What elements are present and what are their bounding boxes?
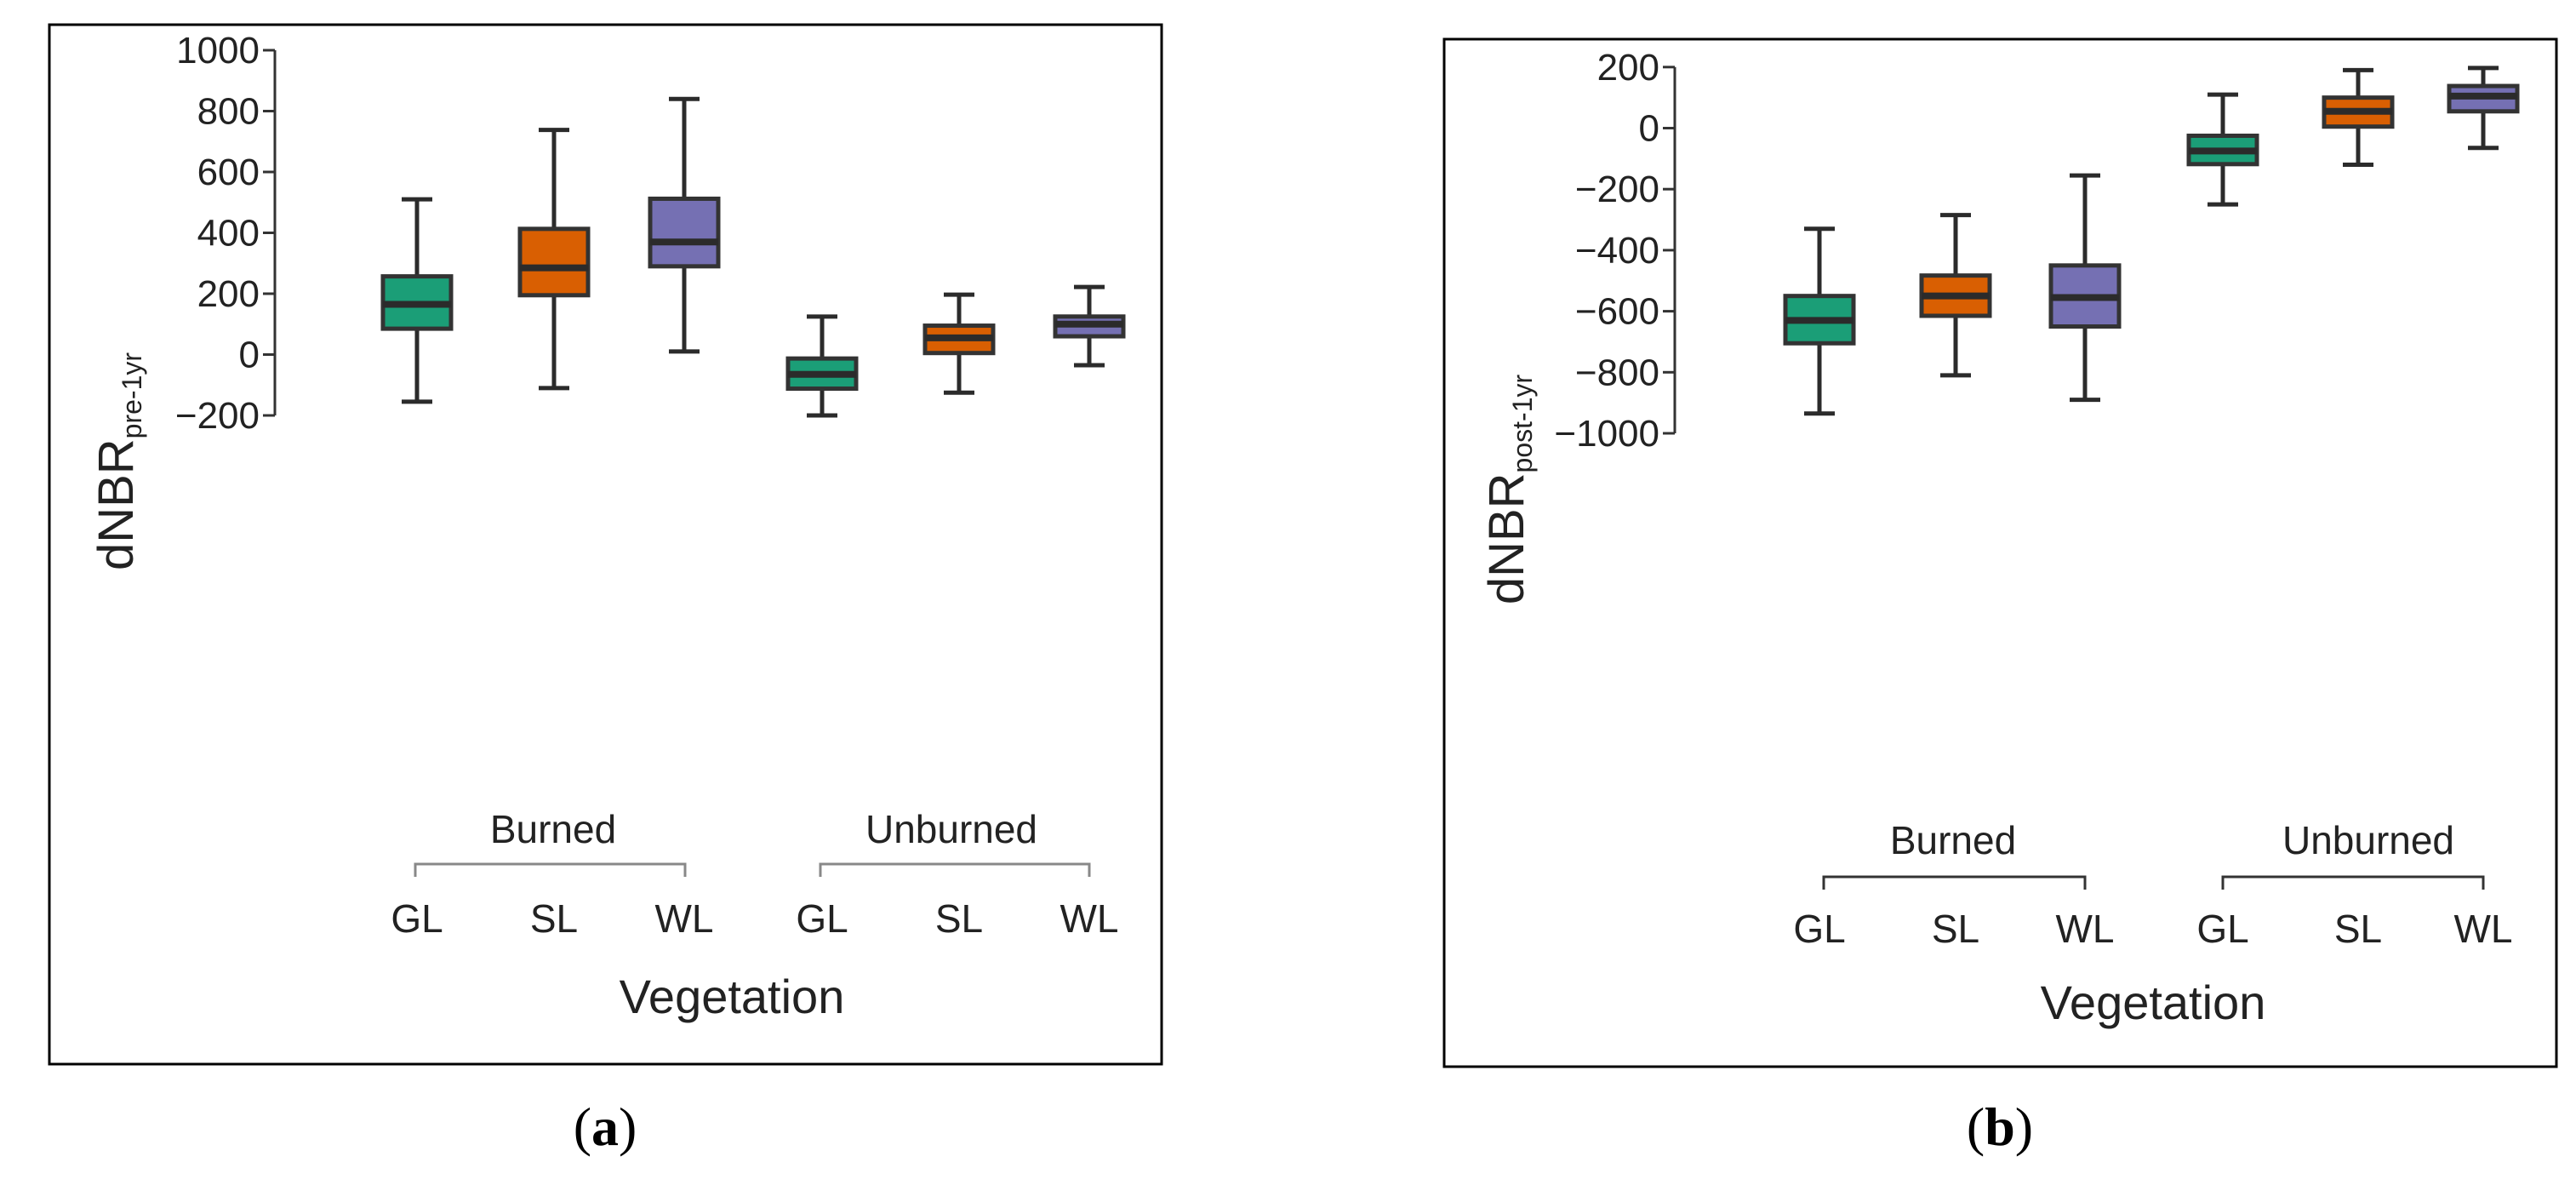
panel-b-category-label: SL — [2334, 907, 2382, 951]
panel-a-letter: (a) — [574, 1096, 637, 1157]
panel-a-y-tick-label: 800 — [197, 91, 260, 133]
panel-a-bracket-burned — [414, 862, 687, 877]
panel-b-category-label: GL — [2196, 907, 2248, 951]
panel-a-box-unburned-gl — [785, 314, 859, 418]
iqr-box — [648, 196, 721, 269]
panel-b: dNBRpost-1yr Burned Unburned Vegetation … — [1479, 47, 2520, 1029]
panel-a-category-label: SL — [935, 896, 983, 941]
panel-a-category-label: WL — [1060, 896, 1119, 941]
panel-a-category-label: SL — [530, 896, 578, 941]
iqr-box — [517, 226, 591, 298]
panel-a-group-unburned: Unburned — [865, 807, 1037, 851]
panel-a-y-tick-label: 600 — [197, 152, 260, 193]
panel-b-category-label: SL — [1932, 907, 1979, 951]
panel-a-y-tick-label: 0 — [239, 335, 260, 376]
panel-b-y-tick-label: −800 — [1575, 352, 1659, 393]
panel-b-box-unburned-gl — [2186, 92, 2259, 207]
panel-b-y-tick-label: −1000 — [1554, 413, 1659, 455]
panel-b-bracket-unburned — [2221, 875, 2485, 890]
panel-b-bracket-burned — [1822, 875, 2087, 890]
panel-b-box-burned-gl — [1783, 226, 1856, 416]
panel-b-xlabel: Vegetation — [2041, 976, 2266, 1029]
panel-b-box-unburned-sl — [2322, 67, 2395, 168]
panel-a-ylabel: dNBRpre-1yr — [89, 352, 147, 570]
panel-a-frame — [48, 23, 1163, 1066]
panel-a-group-burned: Burned — [490, 807, 616, 851]
panel-b-y-tick-label: 0 — [1639, 108, 1659, 150]
panel-a-y-tick-label: −200 — [175, 395, 260, 437]
panel-b-y-tick-label: −600 — [1575, 291, 1659, 333]
panel-b-box-unburned-wl — [2447, 66, 2520, 151]
panel-b-y-tick-label: −200 — [1575, 169, 1659, 210]
panel-b-box-burned-sl — [1919, 213, 1992, 378]
panel-b-category-label: WL — [2454, 907, 2513, 951]
panel-a-y-tick-label: 400 — [197, 213, 260, 255]
panel-b-group-unburned: Unburned — [2282, 818, 2454, 862]
panel-b-y-tick-label: 200 — [1597, 47, 1659, 89]
panel-a-box-burned-sl — [517, 128, 591, 391]
panel-a-y-tick-label: 200 — [197, 273, 260, 315]
panel-a-category-label: GL — [796, 896, 848, 941]
panel-b-box-burned-wl — [2048, 173, 2122, 403]
panel-b-category-label: GL — [1793, 907, 1845, 951]
panel-b-group-burned: Burned — [1890, 818, 2016, 862]
panel-b-letter: (b) — [1967, 1096, 2033, 1157]
panel-a-bracket-unburned — [819, 862, 1091, 877]
panel-a-y-tick-label: 1000 — [176, 30, 260, 72]
panel-a-box-unburned-wl — [1053, 284, 1126, 368]
panel-a-box-unburned-sl — [922, 292, 996, 395]
panel-a-category-label: GL — [391, 896, 443, 941]
panel-a-box-burned-gl — [380, 197, 454, 404]
panel-b-frame — [1442, 37, 2558, 1068]
panel-b-category-label: WL — [2056, 907, 2115, 951]
panel-b-y-tick-label: −400 — [1575, 230, 1659, 272]
panel-a-xlabel: Vegetation — [620, 970, 845, 1023]
panel-a-category-label: WL — [655, 896, 714, 941]
panel-a: dNBRpre-1yr Burned Unburned Vegetation −… — [89, 30, 1126, 1023]
panel-a-box-burned-wl — [648, 96, 721, 354]
panel-b-ylabel: dNBRpost-1yr — [1479, 375, 1538, 605]
